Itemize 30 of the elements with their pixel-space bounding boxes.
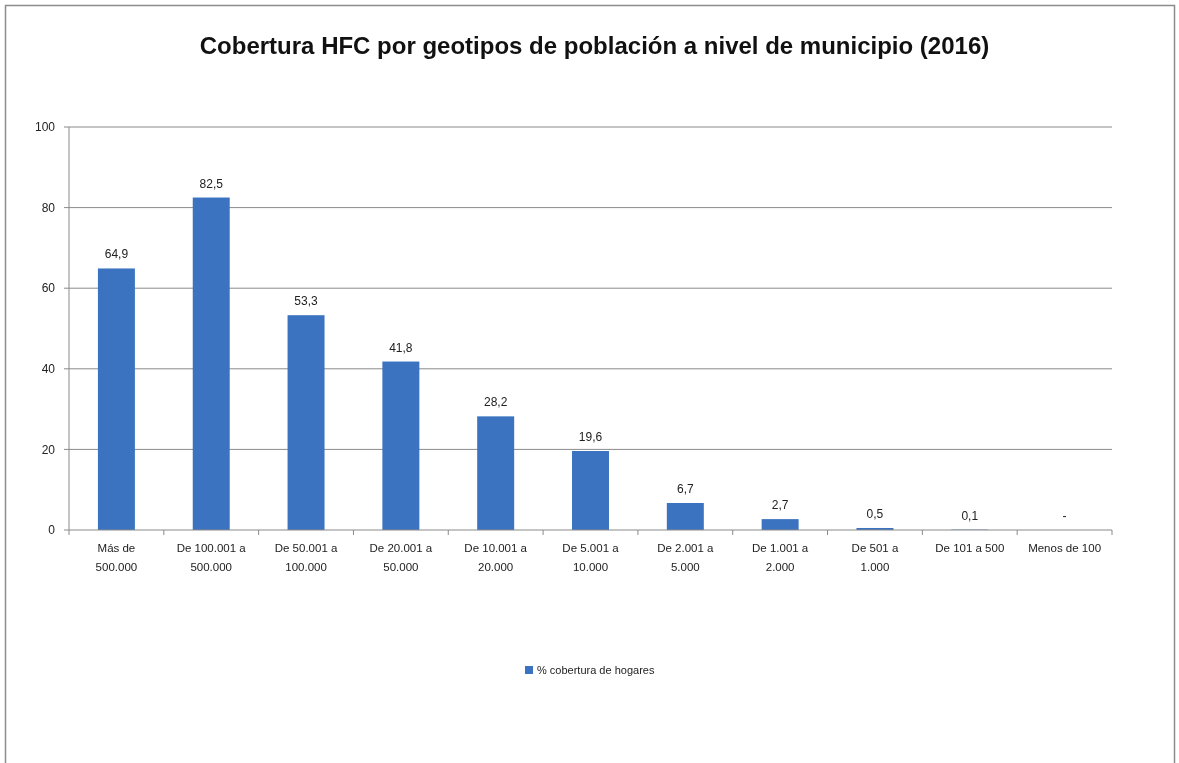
legend-label: % cobertura de hogares (537, 664, 655, 676)
data-label: 19,6 (578, 430, 603, 445)
x-tick-label: De 5.001 a 10.000 (562, 542, 620, 573)
y-tick-label: 40 (41, 362, 56, 376)
data-label: 28,2 (484, 395, 508, 410)
data-label: 41,8 (389, 340, 413, 355)
data-label: 82,5 (199, 176, 224, 191)
x-tick-label: De 100.001 a 500.000 (176, 542, 247, 573)
x-tick-label: Más de 500.000 (95, 542, 138, 573)
x-tick-label: De 101 a 500 (935, 542, 1005, 554)
y-tick-label: 100 (34, 120, 56, 135)
x-tick-label: De 1.001 a 2.000 (752, 542, 809, 573)
text: - (1062, 509, 1067, 523)
data-label: 64,9 (104, 247, 129, 262)
y-tick-label: 0 (48, 523, 56, 538)
x-tick-label: De 2.001 a 5.000 (657, 542, 715, 573)
data-label: 0,1 (961, 508, 979, 523)
x-tick-label: De 501 a 1.000 (851, 542, 899, 573)
data-label: 6,7 (676, 482, 694, 496)
y-tick-label: 60 (41, 281, 56, 296)
x-tick-label: De 50.001 a 100.000 (274, 542, 338, 573)
data-label: 2,7 (771, 498, 789, 513)
x-tick-label: Menos de 100 (1028, 542, 1102, 554)
data-label: 0,5 (866, 506, 884, 521)
data-label: 53,3 (294, 294, 319, 309)
x-tick-label: De 20.001 a 50.000 (369, 542, 433, 573)
x-tick-label: De 10.001 a 20.000 (464, 542, 528, 573)
chart-title: Cobertura HFC por geotipos de población a nivel de municipio (2016) (199, 32, 990, 59)
y-tick-label: 20 (41, 442, 56, 457)
y-tick-label: 80 (41, 200, 56, 215)
